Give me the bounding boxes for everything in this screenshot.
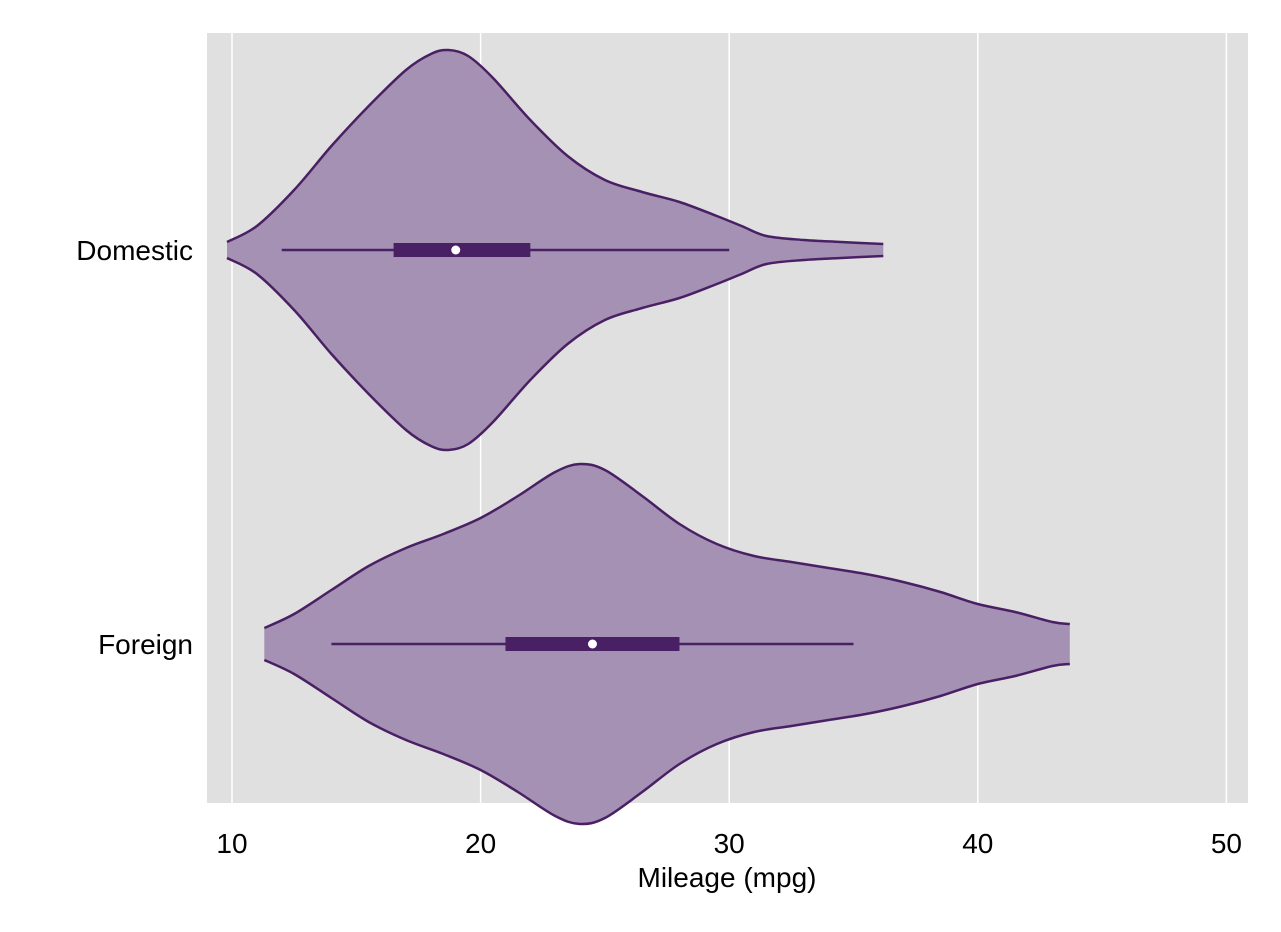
violin-outline-lower bbox=[226, 254, 884, 452]
violin-outline-upper bbox=[263, 462, 1070, 630]
violins bbox=[226, 48, 1070, 826]
y-tick-label: Domestic bbox=[76, 235, 193, 266]
x-tick-label: 40 bbox=[962, 828, 993, 859]
x-axis-ticks: 10 20 30 40 50 bbox=[216, 828, 1242, 859]
violin-domestic bbox=[226, 48, 884, 452]
x-tick-label: 10 bbox=[216, 828, 247, 859]
y-tick-label: Foreign bbox=[98, 629, 193, 660]
x-tick-label: 30 bbox=[714, 828, 745, 859]
y-axis-ticks: Domestic Foreign bbox=[76, 235, 193, 660]
iqr-box bbox=[393, 243, 531, 257]
median-marker bbox=[451, 245, 461, 255]
x-tick-label: 20 bbox=[465, 828, 496, 859]
violin-foreign bbox=[263, 462, 1070, 826]
violin-outline-lower bbox=[263, 658, 1070, 826]
violin-outline-upper bbox=[226, 48, 884, 246]
x-axis-title: Mileage (mpg) bbox=[638, 862, 817, 893]
median-marker bbox=[587, 639, 597, 649]
x-tick-label: 50 bbox=[1211, 828, 1242, 859]
